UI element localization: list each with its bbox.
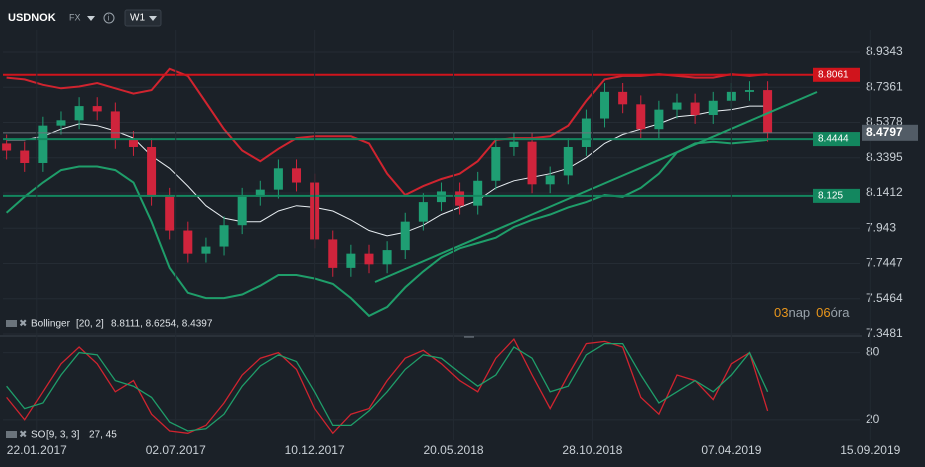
x-tick-label: 02.07.2017 (146, 443, 206, 457)
candle-body (56, 120, 66, 126)
bollinger-label: Bollinger (31, 319, 71, 330)
candle-body (527, 141, 537, 185)
countdown: 03nap 06óra (774, 305, 850, 320)
bollinger-upper (6, 67, 768, 197)
y-tick-label: 7.943 (866, 220, 896, 234)
indicator-icon[interactable] (6, 320, 17, 327)
candle-body (20, 150, 30, 163)
candle-body (2, 143, 12, 151)
close-x[interactable]: ✖ (19, 319, 27, 330)
candle-body (708, 100, 718, 115)
info-icon[interactable] (103, 12, 115, 24)
indicator-icon[interactable] (6, 431, 17, 438)
candle-body (346, 253, 356, 268)
level-label: 8.125 (818, 191, 843, 202)
candle-body (165, 196, 175, 231)
candle-body (292, 168, 302, 183)
bollinger-values: 8.8111, 8.6254, 8.4397 (111, 319, 213, 330)
level-label: 8.8061 (818, 69, 849, 80)
overlay: 8.8061 8.4444 8.125 8.4797 (813, 67, 918, 203)
candle-body (183, 230, 193, 254)
candle-body (600, 91, 610, 119)
y-tick-label: 8.9343 (866, 44, 903, 58)
market: FX (69, 12, 81, 22)
level-label: 8.4444 (818, 134, 849, 145)
timeframe: W1 (130, 13, 145, 24)
candle-body (690, 102, 700, 115)
so-values: 27, 45 (89, 430, 117, 441)
candle-body (563, 146, 573, 176)
so-label: SO (31, 430, 46, 441)
countdown-days: 03 (774, 305, 788, 320)
bollinger-params: [20, 2] (76, 319, 104, 330)
x-tick-label: 15.09.2019 (840, 443, 900, 457)
last-price-box (862, 124, 918, 141)
timeframe-box[interactable] (124, 9, 162, 27)
candle-body (219, 225, 229, 247)
candle-body (74, 106, 84, 121)
candle-body (418, 202, 428, 222)
candle-body (400, 221, 410, 251)
candle-body (744, 90, 754, 92)
x-tick-label: 28.10.2018 (562, 443, 622, 457)
symbol[interactable]: USDNOK (8, 12, 56, 24)
candle-body (110, 111, 120, 140)
so-params: [9, 3, 3] (46, 430, 80, 441)
candle-body (255, 189, 265, 197)
candle-body (636, 104, 646, 130)
x-tick-label: 22.01.2017 (7, 443, 67, 457)
candle-body (128, 139, 138, 147)
stochastic-line (6, 337, 769, 435)
close-x[interactable]: ✖ (19, 430, 27, 441)
y-tick-label: 7.5464 (866, 291, 903, 305)
countdown-hours-unit: óra (831, 305, 851, 320)
x-tick-label: 20.05.2018 (424, 443, 484, 457)
candle-body (545, 175, 555, 185)
timeframe-dropdown[interactable] (149, 16, 157, 21)
candle-body (273, 168, 283, 190)
candle-body (654, 109, 664, 130)
candle-body (763, 90, 773, 133)
level-label-box (813, 132, 860, 147)
level-label-box (813, 188, 860, 203)
stochastic-line (6, 342, 769, 432)
last-price-label: 8.4797 (866, 125, 903, 139)
y-tick-label: 80 (866, 345, 880, 359)
trend-line (374, 91, 818, 283)
candle-body (328, 239, 338, 268)
y-tick-label: 7.3481 (866, 326, 903, 340)
y-tick-label: 8.3395 (866, 150, 903, 164)
candle-body (382, 250, 392, 265)
countdown-hours: 06 (816, 305, 830, 320)
candle-body (618, 91, 628, 105)
y-tick-label: 7.7447 (866, 256, 903, 270)
y-tick-label: 8.1412 (866, 185, 903, 199)
candle-body (509, 141, 519, 147)
candle-body (364, 253, 374, 265)
candle-body (491, 146, 501, 181)
candle-body (92, 106, 102, 112)
candle-body (38, 125, 48, 163)
countdown-days-unit: nap (788, 305, 810, 320)
y-tick-label: 20 (866, 412, 880, 426)
level-label-box (813, 67, 860, 82)
x-tick-label: 10.12.2017 (285, 443, 345, 457)
symbol-dropdown[interactable] (87, 16, 95, 21)
bollinger-lower (5, 138, 768, 318)
candle-body (473, 180, 483, 206)
candle-body (147, 146, 157, 197)
candle-body (455, 191, 465, 206)
x-tick-label: 07.04.2019 (701, 443, 761, 457)
info-i: i (108, 14, 110, 23)
stochastic-panel: 80 20 22.01.2017 02.07.2017 10.12.2017 20.05.… (3, 30, 901, 457)
candle-body (237, 196, 247, 226)
candle-body (201, 246, 211, 254)
y-tick-label: 8.7361 (866, 79, 903, 93)
candle-body (672, 102, 682, 110)
